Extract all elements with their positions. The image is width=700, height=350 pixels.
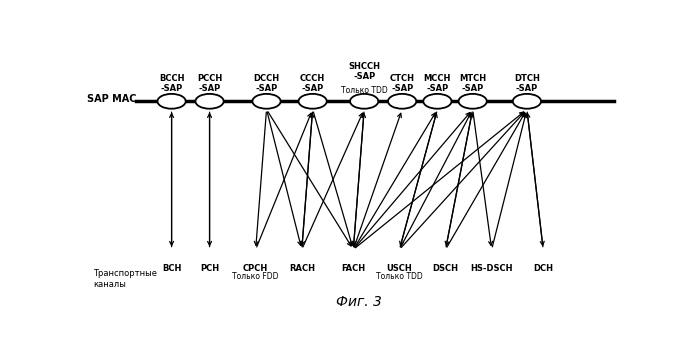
Ellipse shape [298, 94, 327, 109]
Ellipse shape [458, 94, 486, 109]
Text: Только TDD: Только TDD [376, 272, 423, 281]
Text: BCCH
-SAP: BCCH -SAP [159, 74, 184, 93]
Ellipse shape [388, 94, 416, 109]
Text: PCH: PCH [200, 264, 219, 273]
Ellipse shape [253, 94, 281, 109]
Text: FACH: FACH [342, 264, 365, 273]
Text: MCCH
-SAP: MCCH -SAP [424, 74, 451, 93]
Text: USCH: USCH [386, 264, 412, 273]
Text: DCH: DCH [533, 264, 553, 273]
Ellipse shape [195, 94, 224, 109]
Text: DSCH: DSCH [433, 264, 459, 273]
Text: BCH: BCH [162, 264, 181, 273]
Text: DCCH
-SAP: DCCH -SAP [253, 74, 279, 93]
Text: PCCH
-SAP: PCCH -SAP [197, 74, 222, 93]
Ellipse shape [513, 94, 541, 109]
Text: DTCH
-SAP: DTCH -SAP [514, 74, 540, 93]
Text: Транспортные
каналы: Транспортные каналы [93, 269, 157, 289]
Ellipse shape [158, 94, 186, 109]
Ellipse shape [350, 94, 378, 109]
Ellipse shape [424, 94, 452, 109]
Text: Только TDD: Только TDD [341, 85, 388, 94]
Text: Фиг. 3: Фиг. 3 [336, 295, 382, 309]
Text: MTCH
-SAP: MTCH -SAP [459, 74, 486, 93]
Text: CCCH
-SAP: CCCH -SAP [300, 74, 326, 93]
Text: Только FDD: Только FDD [232, 272, 279, 281]
Text: SAP MAC: SAP MAC [87, 93, 136, 104]
Text: CTCH
-SAP: CTCH -SAP [390, 74, 414, 93]
Text: CPCH: CPCH [243, 264, 268, 273]
Text: RACH: RACH [289, 264, 315, 273]
Text: HS-DSCH: HS-DSCH [470, 264, 513, 273]
Text: SHCCH
-SAP: SHCCH -SAP [348, 62, 380, 81]
